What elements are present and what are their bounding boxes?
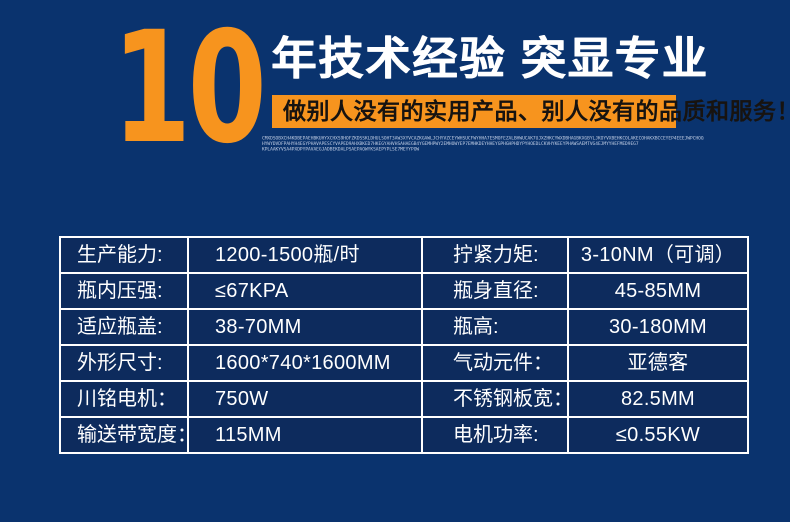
spec-value: 82.5MM xyxy=(567,380,749,418)
slogan-banner: 做别人没有的实用产品、别人没有的品质和服务！ xyxy=(272,95,790,128)
spec-label: 电机功率: xyxy=(421,416,569,454)
fine-print-lines: CMXDSOBXCH4KDBEPAEHBKUHYXCHXS9HOFZKDSSKL… xyxy=(262,136,704,153)
spec-label: 气动元件： xyxy=(421,344,569,382)
spec-row-6: 输送带宽度： 115MM 电机功率: ≤0.55KW xyxy=(59,416,749,454)
fine-print-block: CMXDSOBXCH4KDBEPAEHBKUHYXCHXS9HOFZKDSSKL… xyxy=(262,136,704,158)
fine-print-line-1: CMXDSOBXCH4KDBEPAEHBKUHYXCHXS9HOFZKDSSKL… xyxy=(262,136,704,141)
spec-value: ≤0.55KW xyxy=(567,416,749,454)
spec-label: 外形尺寸: xyxy=(59,344,189,382)
spec-row-2: 瓶内压强: ≤67KPA 瓶身直径: 45-85MM xyxy=(59,272,749,310)
spec-label: 生产能力: xyxy=(59,236,189,274)
spec-value: 38-70MM xyxy=(187,308,423,346)
spec-label: 川铭电机： xyxy=(59,380,189,418)
spec-row-5: 川铭电机： 750W 不锈钢板宽： 82.5MM xyxy=(59,380,749,418)
spec-label: 拧紧力矩: xyxy=(421,236,569,274)
spec-label: 输送带宽度： xyxy=(59,416,189,454)
spec-label: 不锈钢板宽： xyxy=(421,380,569,418)
spec-value: 1200-1500瓶/时 xyxy=(187,236,423,274)
spec-label: 瓶身直径: xyxy=(421,272,569,310)
spec-value: 45-85MM xyxy=(567,272,749,310)
page-title: 年技术经验 突显专业 xyxy=(271,33,709,84)
spec-value: 3-10NM（可调） xyxy=(567,236,749,274)
spec-label: 瓶高: xyxy=(421,308,569,346)
spec-row-1: 生产能力: 1200-1500瓶/时 拧紧力矩: 3-10NM（可调） xyxy=(59,236,749,274)
spec-value: 30-180MM xyxy=(567,308,749,346)
spec-value: ≤67KPA xyxy=(187,272,423,310)
fine-print-line-2: HYWYDVDFPAHYH4EGYPHAVAPESCYVAPED9AHXBKED… xyxy=(262,141,639,147)
spec-value: 750W xyxy=(187,380,423,418)
spec-value: 亚德客 xyxy=(567,344,749,382)
spec-label: 适应瓶盖: xyxy=(59,308,189,346)
slogan-text: 做别人没有的实用产品、别人没有的品质和服务！ xyxy=(283,98,790,124)
fine-print-line-3: KPLAAKYVSA4PXDPYPAVAEGJADBEKDALPSAEPAOWY… xyxy=(262,147,420,152)
big-number-10: 10 xyxy=(112,0,267,178)
spec-value: 115MM xyxy=(187,416,423,454)
spec-row-4: 外形尺寸: 1600*740*1600MM 气动元件： 亚德客 xyxy=(59,344,749,382)
spec-row-3: 适应瓶盖: 38-70MM 瓶高: 30-180MM xyxy=(59,308,749,346)
spec-value: 1600*740*1600MM xyxy=(187,344,423,382)
spec-label: 瓶内压强: xyxy=(59,272,189,310)
spec-table: 生产能力: 1200-1500瓶/时 拧紧力矩: 3-10NM（可调） 瓶内压强… xyxy=(59,236,749,454)
